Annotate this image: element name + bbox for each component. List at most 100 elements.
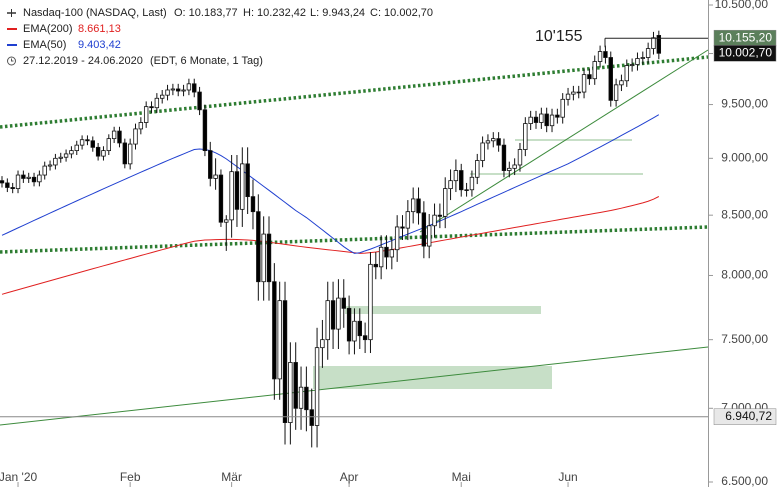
candle-body bbox=[421, 212, 427, 247]
candle-body bbox=[143, 106, 149, 123]
candle-body bbox=[90, 140, 95, 148]
candle-body bbox=[282, 300, 288, 424]
candle-body bbox=[410, 198, 416, 213]
candle-body bbox=[501, 144, 507, 171]
candle-body bbox=[304, 386, 309, 411]
candle-body bbox=[651, 37, 656, 49]
candle-body bbox=[624, 65, 629, 82]
candle-body bbox=[176, 88, 181, 92]
candle-body bbox=[53, 157, 58, 166]
ohlc: H: 10.232,42 bbox=[243, 7, 306, 19]
candle-body bbox=[293, 362, 298, 409]
candle-body bbox=[133, 128, 138, 145]
candle-body bbox=[63, 153, 69, 158]
candle-body bbox=[384, 246, 389, 258]
candle-body bbox=[234, 171, 240, 210]
candle-body bbox=[0, 180, 5, 184]
candle-body bbox=[571, 91, 576, 95]
x-tick-label: Apr bbox=[340, 470, 359, 484]
candle-body bbox=[597, 51, 603, 62]
clock-icon bbox=[11, 58, 14, 62]
candle-body bbox=[186, 83, 192, 91]
candle-body bbox=[79, 139, 85, 146]
y-tick-label: 9.500,00 bbox=[721, 97, 768, 111]
candle-body bbox=[127, 143, 133, 165]
ohlc: L: 9.943,24 bbox=[310, 7, 365, 19]
candle-body bbox=[21, 174, 26, 179]
candle-body bbox=[154, 97, 160, 109]
candle-body bbox=[240, 163, 245, 210]
candle-body bbox=[245, 163, 250, 198]
candle-body bbox=[613, 84, 619, 101]
candle-body bbox=[517, 149, 523, 166]
candle-body bbox=[394, 226, 400, 251]
candle-body bbox=[288, 362, 293, 424]
candle-body bbox=[159, 94, 165, 99]
candle-body bbox=[85, 139, 90, 142]
price-label: 10.002,70 bbox=[719, 45, 773, 59]
y-tick-label: 8.500,00 bbox=[721, 207, 768, 221]
candle-body bbox=[341, 297, 346, 309]
plot bbox=[0, 30, 662, 448]
zone bbox=[345, 306, 541, 314]
candle-body bbox=[368, 263, 373, 341]
candle-body bbox=[138, 122, 144, 130]
x-tick-label: Mär bbox=[221, 470, 242, 484]
candle-body bbox=[480, 142, 485, 161]
candle-body bbox=[37, 174, 42, 183]
y-tick-label: 9.000,00 bbox=[721, 150, 768, 164]
candle-body bbox=[523, 123, 528, 150]
candle-body bbox=[15, 174, 21, 190]
candle-body bbox=[298, 386, 304, 409]
y-tick-label: 7.500,00 bbox=[721, 332, 768, 346]
candle-body bbox=[464, 189, 469, 191]
candle-body bbox=[101, 150, 106, 157]
candle-body bbox=[635, 58, 640, 65]
y-tick-label: 6.500,00 bbox=[721, 474, 768, 487]
candle-body bbox=[74, 144, 79, 152]
candle-body bbox=[459, 170, 464, 191]
candle-body bbox=[485, 140, 491, 144]
candle-body bbox=[181, 89, 186, 92]
candle-body bbox=[560, 98, 565, 118]
candle-body bbox=[362, 335, 368, 341]
candle-body bbox=[448, 180, 453, 190]
ohlc: C: 10.002,70 bbox=[370, 7, 433, 19]
x-tick-label: Jan '20 bbox=[0, 470, 38, 484]
candle-body bbox=[400, 226, 405, 229]
candle-body bbox=[336, 297, 341, 330]
candle-body bbox=[496, 138, 501, 146]
trend-line bbox=[0, 55, 709, 129]
candle-body bbox=[549, 114, 555, 127]
legend-value: 9.403,42 bbox=[78, 39, 121, 51]
candle-body bbox=[507, 167, 512, 171]
clock-icon bbox=[7, 56, 16, 66]
candle-body bbox=[261, 233, 266, 283]
candle-body bbox=[346, 307, 352, 342]
price-label: 10.155,20 bbox=[719, 30, 773, 44]
candle-body bbox=[117, 130, 122, 144]
candle-body bbox=[58, 156, 63, 159]
candle-body bbox=[619, 80, 624, 86]
candle-body bbox=[405, 211, 411, 229]
candle-body bbox=[453, 170, 459, 182]
candle-body bbox=[31, 176, 37, 183]
legend-label: EMA(200) bbox=[23, 23, 73, 35]
candle-body bbox=[629, 64, 635, 66]
candle-body bbox=[314, 347, 320, 426]
candle-body bbox=[122, 142, 128, 165]
candle-body bbox=[5, 182, 10, 188]
annotation: 10'155 bbox=[535, 28, 583, 45]
candle-body bbox=[389, 249, 395, 258]
candle-body bbox=[330, 300, 336, 330]
candle-body bbox=[656, 35, 662, 54]
candle-body bbox=[192, 83, 197, 93]
candle-body bbox=[581, 74, 587, 93]
legend: Nasdaq-100 (NASDAQ, Last) O: 10.183,77 H… bbox=[7, 7, 433, 67]
candle-body bbox=[645, 48, 651, 58]
candle-body bbox=[256, 211, 261, 283]
candle-body bbox=[592, 61, 597, 80]
candle-body bbox=[565, 93, 571, 100]
candle-body bbox=[416, 198, 421, 214]
